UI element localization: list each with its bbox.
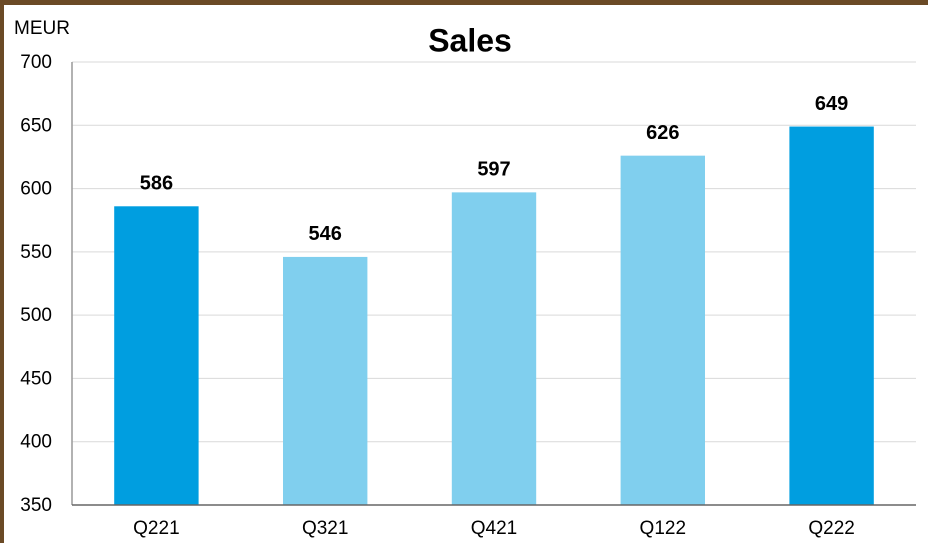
bar [283, 257, 367, 505]
bar [452, 192, 536, 505]
x-tick-label: Q221 [133, 518, 179, 539]
y-tick-label: 550 [20, 242, 52, 263]
value-label: 586 [140, 173, 173, 195]
x-tick-label: Q321 [302, 518, 348, 539]
bar [789, 127, 873, 505]
bar [114, 206, 198, 505]
chart-title: Sales [428, 22, 512, 58]
y-tick-label: 450 [20, 368, 52, 389]
y-tick-label: 350 [20, 495, 52, 516]
value-label: 626 [646, 122, 679, 144]
y-tick-label: 650 [20, 115, 52, 136]
value-label: 649 [815, 93, 848, 115]
value-label: 597 [477, 159, 510, 181]
x-tick-label: Q421 [471, 518, 517, 539]
bar [621, 156, 705, 505]
chart: MEUR Sales 350 400 450 500 550 600 650 700 Q221… [0, 0, 928, 543]
x-tick-label: Q222 [808, 518, 854, 539]
y-tick-label: 400 [20, 432, 52, 453]
y-axis-label: MEUR [14, 18, 70, 39]
x-tick-label: Q122 [640, 518, 686, 539]
y-tick-label: 600 [20, 179, 52, 200]
value-label: 546 [309, 223, 342, 245]
y-tick-label: 700 [20, 52, 52, 73]
page: MEUR Sales 350 400 450 500 550 600 650 700 Q221… [0, 0, 928, 543]
y-tick-label: 500 [20, 305, 52, 326]
